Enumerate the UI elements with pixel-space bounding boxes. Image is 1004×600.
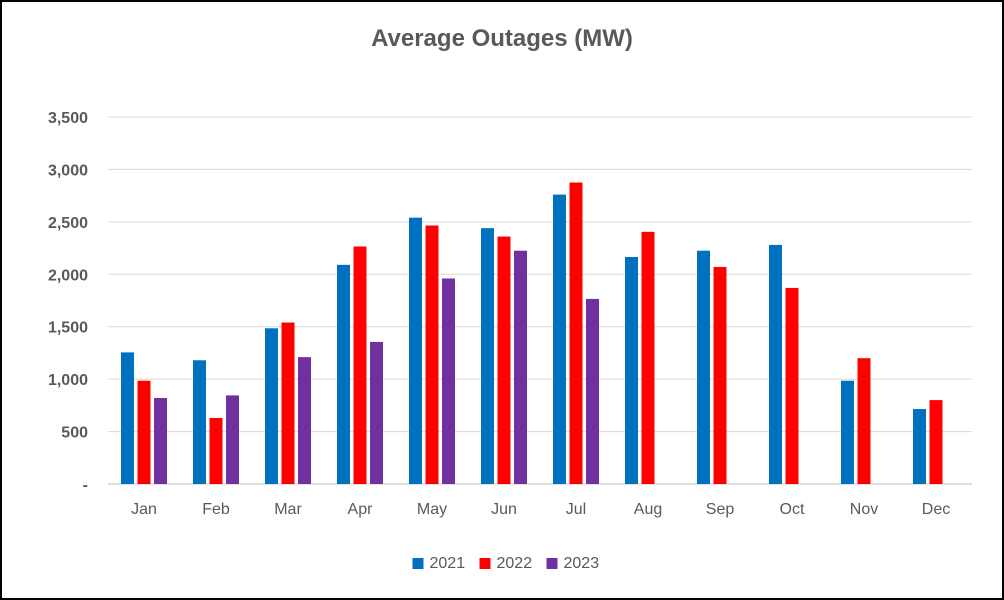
- bar-2022-feb: [209, 417, 223, 484]
- bar-2022-nov: [857, 358, 871, 484]
- bar-2023-may: [442, 278, 455, 484]
- bar-2022-oct: [785, 287, 799, 484]
- legend-label: 2022: [497, 555, 533, 572]
- y-tick-label: 3,000: [48, 162, 88, 179]
- bar-2021-sep: [697, 250, 710, 484]
- bar-2023-jun: [514, 250, 527, 484]
- bar-2022-jun: [497, 236, 511, 484]
- bar-2022-dec: [929, 400, 943, 484]
- legend-label: 2023: [564, 555, 600, 572]
- bar-2021-nov: [841, 380, 854, 484]
- bar-2022-mar: [281, 322, 295, 484]
- bar-2023-jan: [154, 398, 167, 484]
- x-tick-label: Dec: [922, 501, 950, 518]
- bar-2021-apr: [337, 264, 350, 484]
- legend-swatch-2023: [546, 558, 558, 569]
- legend-label: 2021: [430, 555, 466, 572]
- bar-2022-may: [425, 225, 439, 484]
- bar-2021-aug: [625, 256, 638, 484]
- gridlines: [108, 116, 972, 485]
- bar-2022-jan: [137, 380, 151, 484]
- legend: 2021 2022 2023: [412, 555, 600, 572]
- x-tick-label: Aug: [634, 501, 662, 518]
- legend-swatch-2022: [479, 558, 491, 569]
- legend-swatch-2021: [412, 558, 424, 569]
- x-tick-label: Sep: [706, 501, 735, 518]
- bars: [121, 182, 943, 485]
- bar-2021-oct: [769, 244, 782, 484]
- bar-2021-feb: [193, 360, 206, 484]
- bar-2022-jul: [569, 182, 583, 485]
- x-tick-label: Apr: [348, 501, 374, 518]
- x-tick-label: Jan: [131, 501, 157, 518]
- y-axis-ticks: - 500 1,000 1,500 2,000 2,500 3,000 3,500: [48, 110, 88, 494]
- x-tick-label: Mar: [274, 501, 302, 518]
- bar-2021-may: [409, 217, 422, 485]
- bar-2021-jun: [481, 228, 494, 484]
- x-tick-label: Feb: [202, 501, 230, 518]
- bar-2022-sep: [713, 266, 727, 484]
- bar-2022-aug: [641, 231, 655, 484]
- x-tick-label: Jul: [566, 501, 586, 518]
- bar-2023-mar: [298, 357, 311, 484]
- bar-2021-jan: [121, 352, 134, 484]
- x-tick-label: Oct: [780, 501, 805, 518]
- y-tick-label: 1,500: [48, 320, 88, 337]
- bar-2021-dec: [913, 409, 926, 484]
- bar-2022-apr: [353, 246, 367, 484]
- y-tick-label: 1,000: [48, 372, 88, 389]
- y-tick-label: 2,000: [48, 267, 88, 284]
- x-tick-label: Jun: [491, 501, 517, 518]
- y-tick-label: 500: [61, 425, 88, 442]
- bar-2021-mar: [265, 328, 278, 484]
- chart-title: Average Outages (MW): [371, 25, 633, 52]
- y-tick-label: -: [83, 477, 88, 494]
- y-tick-label: 3,500: [48, 110, 88, 127]
- x-tick-label: May: [417, 501, 447, 518]
- bar-2023-feb: [226, 395, 239, 484]
- x-axis-ticks: Jan Feb Mar Apr May Jun Jul Aug Sep Oct Nov Dec: [131, 501, 950, 518]
- x-tick-label: Nov: [850, 501, 878, 518]
- y-tick-label: 2,500: [48, 215, 88, 232]
- bar-2023-jul: [586, 298, 599, 484]
- bar-2023-apr: [370, 341, 383, 484]
- bar-2021-jul: [553, 194, 566, 484]
